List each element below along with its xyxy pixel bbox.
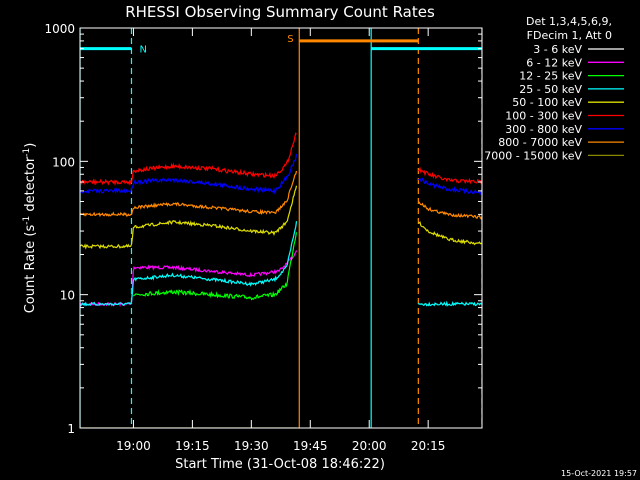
legend-entry-label: 25 - 50 keV	[519, 83, 582, 96]
x-axis-label: Start Time (31-Oct-08 18:46:22)	[175, 457, 385, 472]
y-axis-label: Count Rate (s-1 detector-1)	[22, 143, 38, 314]
x-tick-label: 19:45	[293, 439, 328, 453]
x-axis: 19:00 19:15 19:30 19:45 20:00 20:15	[116, 28, 445, 453]
legend-header-line1: Det 1,3,4,5,6,9,	[526, 15, 612, 28]
series-line	[80, 185, 298, 250]
legend-entry-label: 50 - 100 keV	[512, 96, 582, 109]
legend-entry-label: 800 - 7000 keV	[498, 136, 582, 149]
y-axis: 1 10 100 1000	[44, 22, 482, 436]
series-line	[417, 300, 482, 307]
x-tick-label: 20:00	[352, 439, 387, 453]
chart-marks: NS	[80, 28, 482, 428]
x-tick-label: 20:15	[411, 439, 446, 453]
legend-entry-label: 3 - 6 keV	[533, 43, 582, 56]
plot-frame	[79, 27, 483, 429]
x-tick-label: 19:00	[116, 439, 151, 453]
series-line	[80, 170, 298, 218]
legend-entry-label: 6 - 12 keV	[526, 56, 582, 69]
legend-entry-label: 7000 - 15000 keV	[484, 149, 582, 162]
series-line	[418, 201, 482, 220]
legend-header-line2: FDecim 1, Att 0	[527, 29, 612, 42]
night-label: N	[139, 45, 146, 56]
x-tick-label: 19:15	[175, 439, 210, 453]
chart-title: RHESSI Observing Summary Count Rates	[125, 3, 435, 21]
series-line	[80, 221, 298, 307]
series-line	[80, 132, 297, 187]
series-line	[418, 221, 482, 246]
y-tick-label: 1000	[44, 22, 75, 36]
series-line	[133, 232, 298, 301]
saa-label: S	[287, 34, 293, 45]
legend-entry-label: 300 - 800 keV	[505, 123, 582, 136]
plot-area: NS	[80, 28, 482, 428]
legend-entry-label: 12 - 25 keV	[519, 70, 582, 83]
timestamp: 15-Oct-2021 19:57	[561, 469, 637, 478]
y-tick-label: 1	[67, 422, 75, 436]
y-tick-label: 10	[60, 289, 75, 303]
series-line	[80, 153, 298, 195]
series-line	[418, 166, 482, 185]
y-tick-label: 100	[52, 155, 75, 169]
series-line	[80, 250, 298, 308]
x-tick-label: 19:30	[234, 439, 269, 453]
legend-entry-label: 100 - 300 keV	[505, 110, 582, 123]
series-line	[418, 177, 482, 196]
